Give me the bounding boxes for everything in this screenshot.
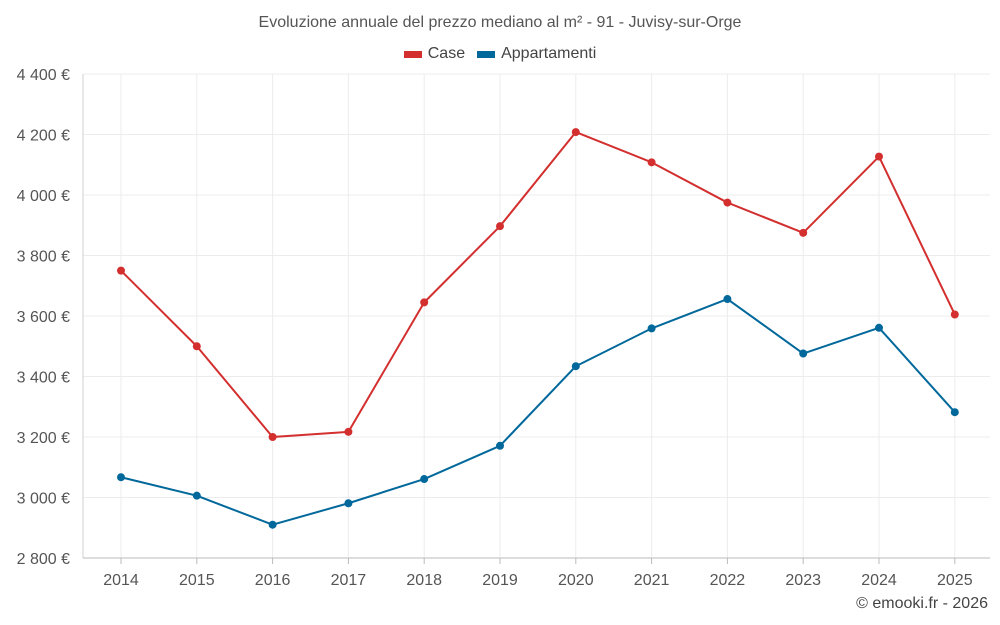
data-point-appartamenti[interactable] xyxy=(192,491,201,500)
y-tick-label: 2 800 € xyxy=(17,551,70,568)
x-tick-label: 2017 xyxy=(331,572,367,589)
data-point-case[interactable] xyxy=(875,152,883,161)
credit-text: © emooki.fr - 2026 xyxy=(856,595,988,612)
data-point-appartamenti[interactable] xyxy=(950,408,959,417)
legend-label-case: Case xyxy=(427,45,466,62)
x-tick-label: 2021 xyxy=(634,572,670,589)
series-line-appartamenti xyxy=(120,298,956,526)
data-point-appartamenti[interactable] xyxy=(268,520,277,529)
y-tick-label: 3 000 € xyxy=(17,491,70,508)
data-point-case[interactable] xyxy=(268,433,277,441)
data-point-appartamenti[interactable] xyxy=(344,499,353,508)
chart-title: Evoluzione annuale del prezzo mediano al… xyxy=(258,14,742,31)
data-point-case[interactable] xyxy=(571,128,580,137)
data-point-case[interactable] xyxy=(344,427,353,436)
data-point-appartamenti[interactable] xyxy=(496,441,504,450)
y-tick-label: 4 000 € xyxy=(17,188,70,205)
x-tick-label: 2020 xyxy=(558,572,594,589)
data-point-appartamenti[interactable] xyxy=(723,295,732,304)
data-point-appartamenti[interactable] xyxy=(117,473,125,482)
data-point-case[interactable] xyxy=(799,228,808,237)
data-point-case[interactable] xyxy=(950,310,959,319)
data-point-case[interactable] xyxy=(723,198,732,207)
x-tick-label: 2014 xyxy=(103,572,139,589)
y-tick-label: 4 200 € xyxy=(17,128,70,145)
y-tick-label: 3 600 € xyxy=(17,309,70,326)
x-tick-label: 2018 xyxy=(406,572,442,589)
x-tick-label: 2016 xyxy=(255,572,291,589)
data-point-appartamenti[interactable] xyxy=(647,324,656,333)
legend-item-appartamenti[interactable]: Appartamenti xyxy=(477,45,596,63)
data-point-case[interactable] xyxy=(647,158,656,167)
legend-item-case[interactable]: Case xyxy=(403,45,466,63)
legend: Case Appartamenti xyxy=(0,45,1000,63)
y-tick-label: 4 400 € xyxy=(17,67,70,84)
data-point-case[interactable] xyxy=(117,266,125,275)
x-tick-label: 2019 xyxy=(482,572,518,589)
x-tick-label: 2025 xyxy=(937,572,973,589)
y-tick-label: 3 200 € xyxy=(17,430,70,447)
legend-swatch-appartamenti xyxy=(477,50,496,58)
series-line-case xyxy=(120,131,956,438)
x-tick-label: 2015 xyxy=(179,572,215,589)
data-point-case[interactable] xyxy=(420,298,429,307)
legend-swatch-case xyxy=(403,50,422,58)
x-tick-label: 2022 xyxy=(710,572,746,589)
data-point-appartamenti[interactable] xyxy=(799,349,808,358)
x-tick-label: 2024 xyxy=(861,572,897,589)
data-point-case[interactable] xyxy=(496,222,504,231)
x-tick-label: 2023 xyxy=(785,572,821,589)
data-point-appartamenti[interactable] xyxy=(571,362,580,371)
legend-label-appartamenti: Appartamenti xyxy=(501,45,597,62)
y-tick-label: 3 400 € xyxy=(17,370,70,387)
y-tick-label: 3 800 € xyxy=(17,249,70,266)
data-point-case[interactable] xyxy=(192,342,201,351)
data-point-appartamenti[interactable] xyxy=(420,475,429,484)
data-point-appartamenti[interactable] xyxy=(875,323,883,332)
